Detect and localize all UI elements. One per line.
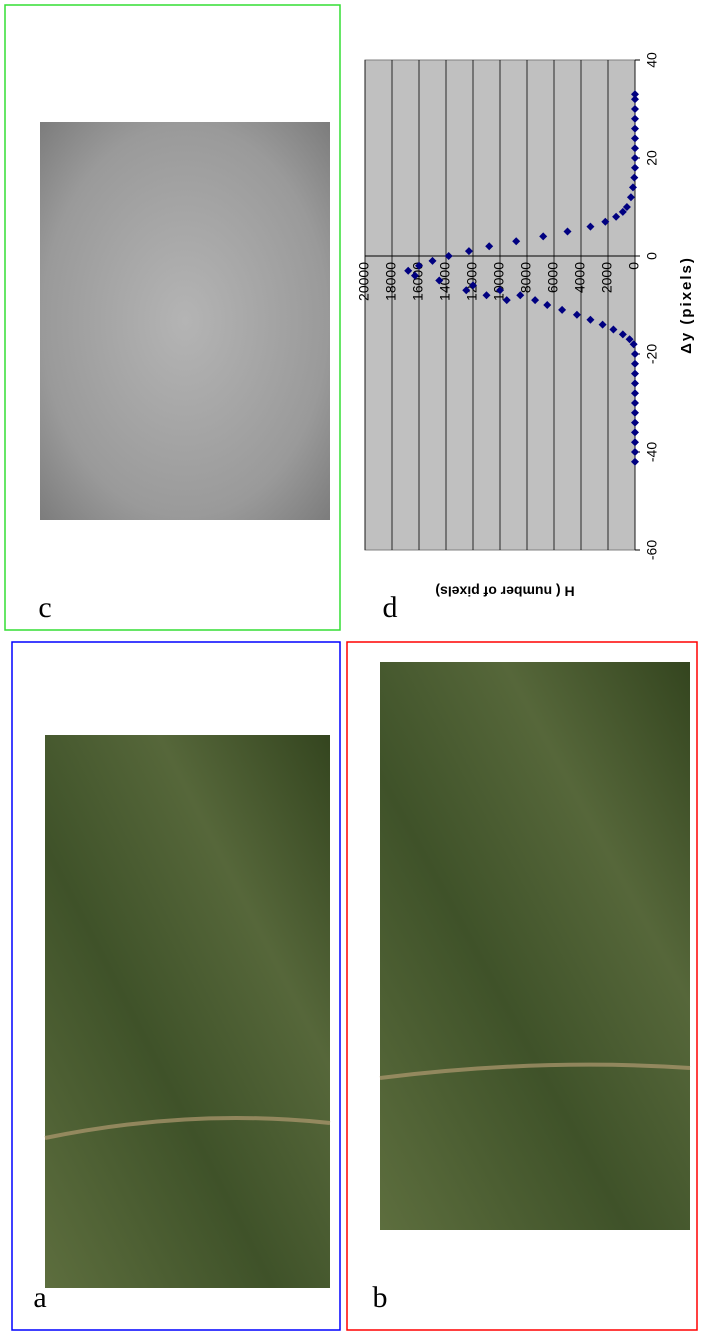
panel-label: a — [33, 1281, 46, 1314]
panel-label: d — [383, 591, 398, 624]
page: a b c d 02000400060008000100001200014000… — [0, 0, 707, 1338]
y-tick-label: 12000 — [464, 262, 480, 301]
x-tick-label: -40 — [644, 442, 660, 462]
y-tick-label: 20000 — [356, 262, 372, 301]
x-tick-label: -60 — [644, 540, 660, 560]
y-axis-title: H ( number of pixels) — [435, 583, 574, 599]
y-tick-label: 4000 — [572, 262, 588, 293]
y-tick-label: 2000 — [599, 262, 615, 293]
y-tick-label: 6000 — [545, 262, 561, 293]
x-tick-label: -20 — [644, 344, 660, 364]
x-tick-label: 0 — [644, 252, 660, 260]
x-tick-label: 40 — [644, 52, 660, 68]
figure: a b c d 02000400060008000100001200014000… — [0, 0, 707, 1338]
panel-label: c — [38, 591, 51, 624]
panel-b-image — [380, 662, 690, 1230]
panel-c-image — [40, 122, 330, 520]
panel-label: b — [373, 1281, 388, 1314]
panel-a-image — [45, 735, 330, 1288]
rotated-figure: a b c d 02000400060008000100001200014000… — [5, 5, 697, 1330]
x-tick-label: 20 — [644, 150, 660, 166]
x-axis-title: Δy (pixels) — [678, 256, 695, 354]
y-tick-label: 18000 — [383, 262, 399, 301]
y-tick-label: 10000 — [491, 262, 507, 301]
y-tick-label: 0 — [626, 262, 642, 270]
y-tick-label: 8000 — [518, 262, 534, 293]
